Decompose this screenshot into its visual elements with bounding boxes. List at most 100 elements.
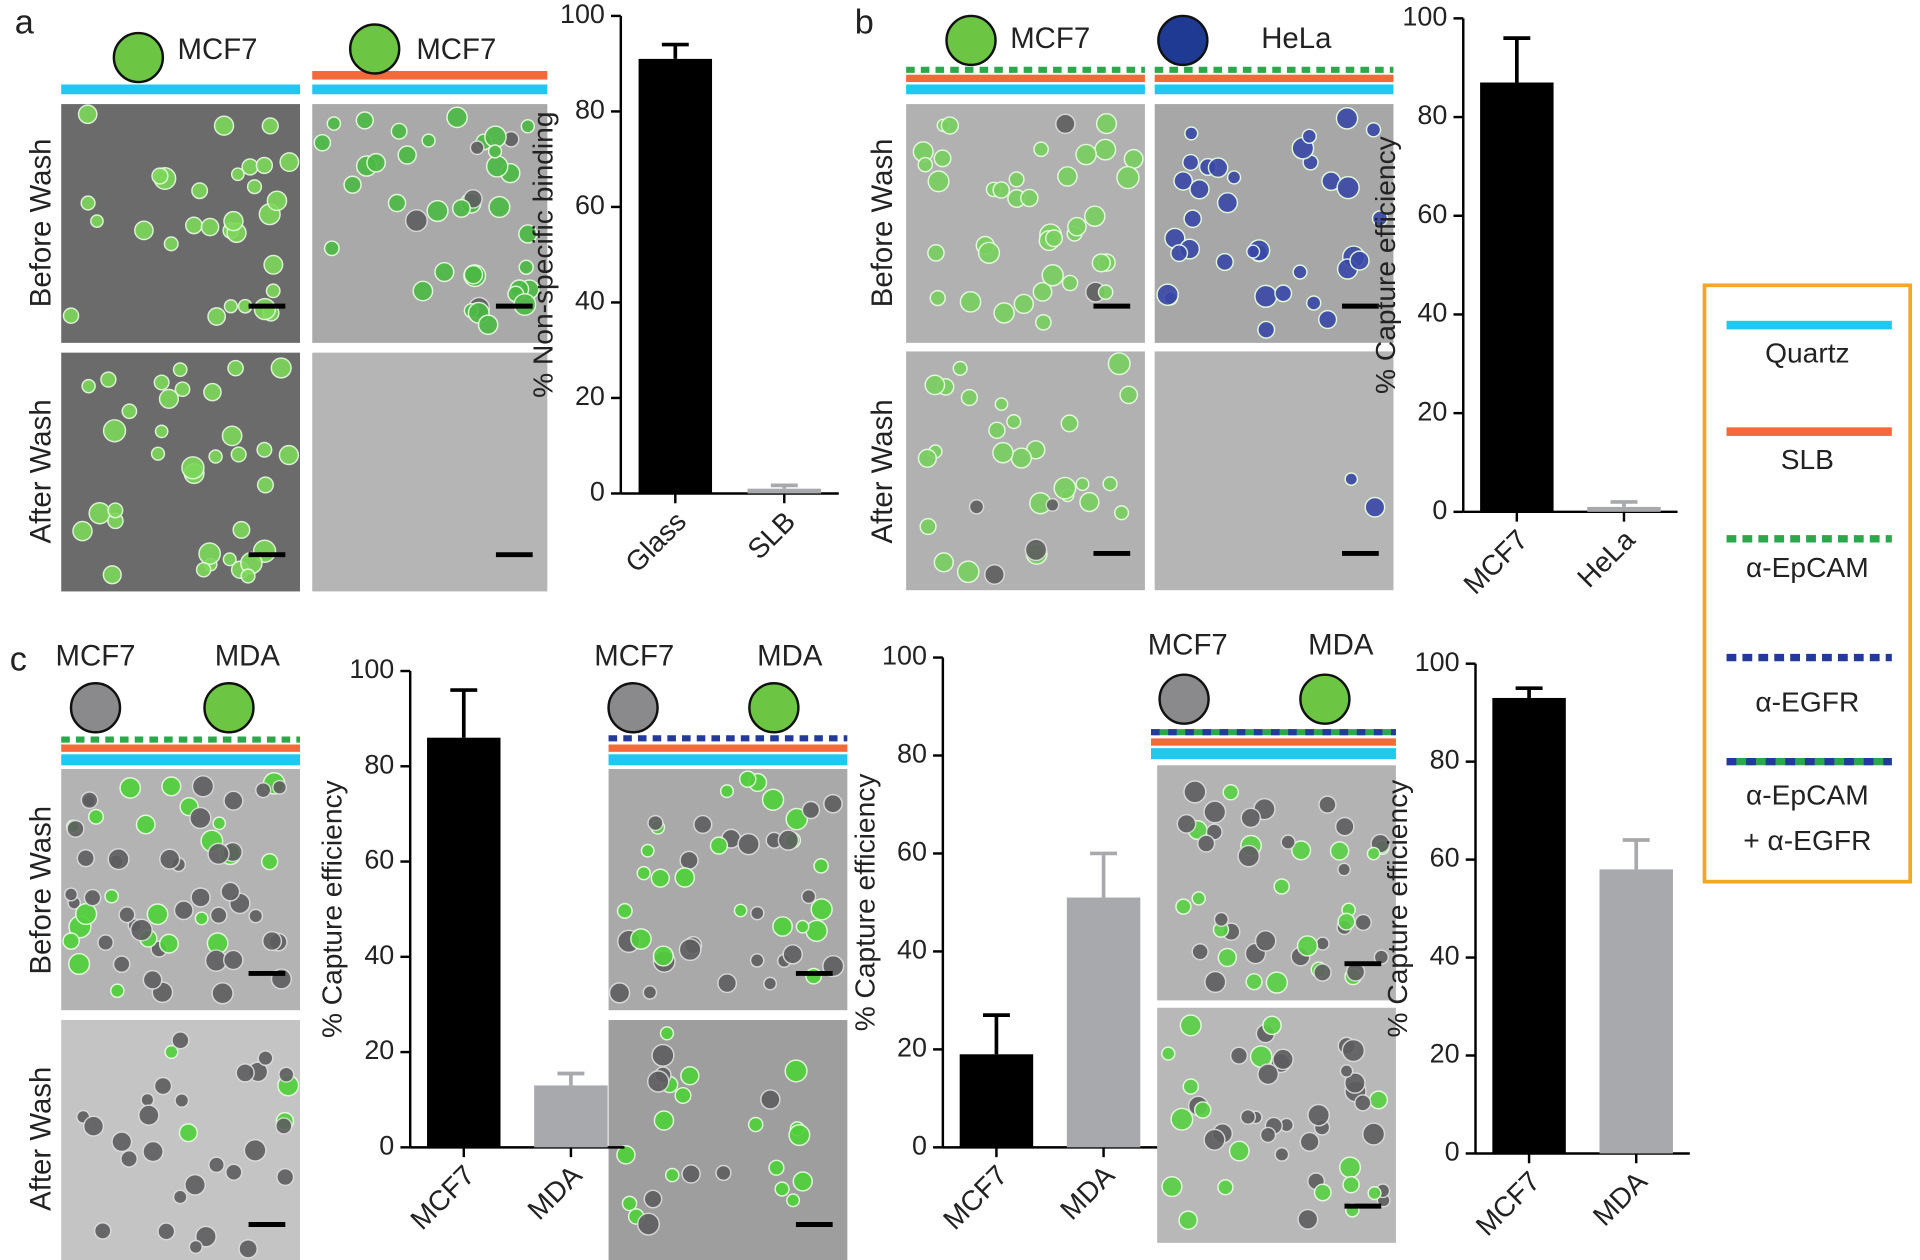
y-tick-label: 60 <box>1417 199 1447 229</box>
cell <box>917 448 938 468</box>
cell <box>1334 816 1355 837</box>
quartz-layer <box>1154 84 1394 95</box>
cell <box>1257 1063 1280 1086</box>
cell <box>1291 840 1312 861</box>
cell-label: MDA <box>215 639 281 672</box>
cell <box>1265 971 1289 994</box>
cell <box>1184 126 1199 141</box>
cell-label: MDA <box>757 639 823 672</box>
cell <box>1296 935 1319 957</box>
cell <box>1280 834 1296 850</box>
cell <box>988 421 1006 440</box>
cell <box>1116 165 1140 190</box>
cell <box>927 170 950 193</box>
cell <box>1182 153 1200 172</box>
cell <box>151 167 169 185</box>
cell <box>1094 138 1117 161</box>
cell <box>621 1195 638 1212</box>
cell <box>355 111 374 130</box>
cell <box>810 898 833 921</box>
cell <box>102 419 127 443</box>
y-tick-label: 80 <box>1430 745 1460 775</box>
cell <box>421 133 436 148</box>
cell <box>1075 143 1097 166</box>
cell <box>1274 284 1293 303</box>
cell <box>173 900 194 921</box>
cell <box>640 843 655 858</box>
y-tick-label: 0 <box>912 1130 927 1160</box>
cell <box>158 933 179 954</box>
y-tick-label: 0 <box>1445 1137 1460 1167</box>
bar <box>1480 82 1554 512</box>
cell <box>678 938 702 962</box>
cell <box>994 397 1009 411</box>
cell <box>198 542 221 565</box>
cell <box>747 1116 764 1133</box>
cell <box>107 502 124 519</box>
y-tick-label: 80 <box>897 739 927 769</box>
cell <box>1119 385 1139 405</box>
cell <box>738 770 757 788</box>
cell-label: MDA <box>1308 628 1374 661</box>
cell <box>222 552 237 567</box>
cell <box>693 814 713 835</box>
cell <box>164 1044 179 1060</box>
cell <box>749 953 765 968</box>
cell <box>63 887 79 902</box>
cell <box>956 560 980 584</box>
cell <box>737 832 760 856</box>
cell <box>146 903 169 926</box>
cell <box>256 476 275 494</box>
cell <box>129 918 153 942</box>
bar <box>638 58 713 494</box>
cell-label: HeLa <box>1261 22 1332 55</box>
cell <box>1161 1046 1176 1061</box>
cell <box>680 1065 700 1086</box>
cell <box>1061 274 1079 292</box>
cell <box>260 853 279 871</box>
cell <box>1156 283 1179 307</box>
cell <box>1237 844 1261 868</box>
cell <box>1337 912 1356 931</box>
cell <box>959 290 982 313</box>
cell <box>653 1110 675 1131</box>
cell <box>1292 264 1308 280</box>
cell <box>1060 414 1079 433</box>
cell <box>1217 1179 1234 1196</box>
cell <box>62 932 80 950</box>
bar <box>747 488 822 494</box>
cell <box>80 195 96 211</box>
cell <box>1354 1094 1372 1112</box>
cell <box>76 849 95 868</box>
cell <box>1354 913 1372 932</box>
cell <box>142 969 163 990</box>
row-label: Before Wash <box>25 138 58 307</box>
cell <box>1344 472 1359 486</box>
cell <box>792 1171 813 1192</box>
cell <box>153 374 170 391</box>
cell <box>434 261 455 283</box>
cell <box>72 520 93 542</box>
y-tick-label: 40 <box>1417 298 1447 328</box>
cell <box>412 280 434 302</box>
cell <box>174 381 191 398</box>
cell <box>90 214 104 228</box>
cell <box>646 1070 670 1093</box>
cell <box>276 1167 295 1187</box>
cell-icon <box>203 682 255 734</box>
cell <box>1215 252 1234 272</box>
cell <box>777 829 800 851</box>
y-tick-label: 20 <box>1430 1039 1460 1069</box>
cell <box>272 779 288 795</box>
cell <box>62 307 80 324</box>
cell <box>87 808 105 825</box>
cell <box>1338 1156 1362 1179</box>
cell <box>230 446 247 463</box>
cell <box>1178 1210 1199 1231</box>
row-label: After Wash <box>866 399 899 543</box>
cell <box>1182 1078 1200 1095</box>
cell-icon <box>1299 673 1351 725</box>
y-tick-label: 0 <box>379 1130 394 1160</box>
cell <box>485 155 509 178</box>
cell <box>158 388 180 409</box>
